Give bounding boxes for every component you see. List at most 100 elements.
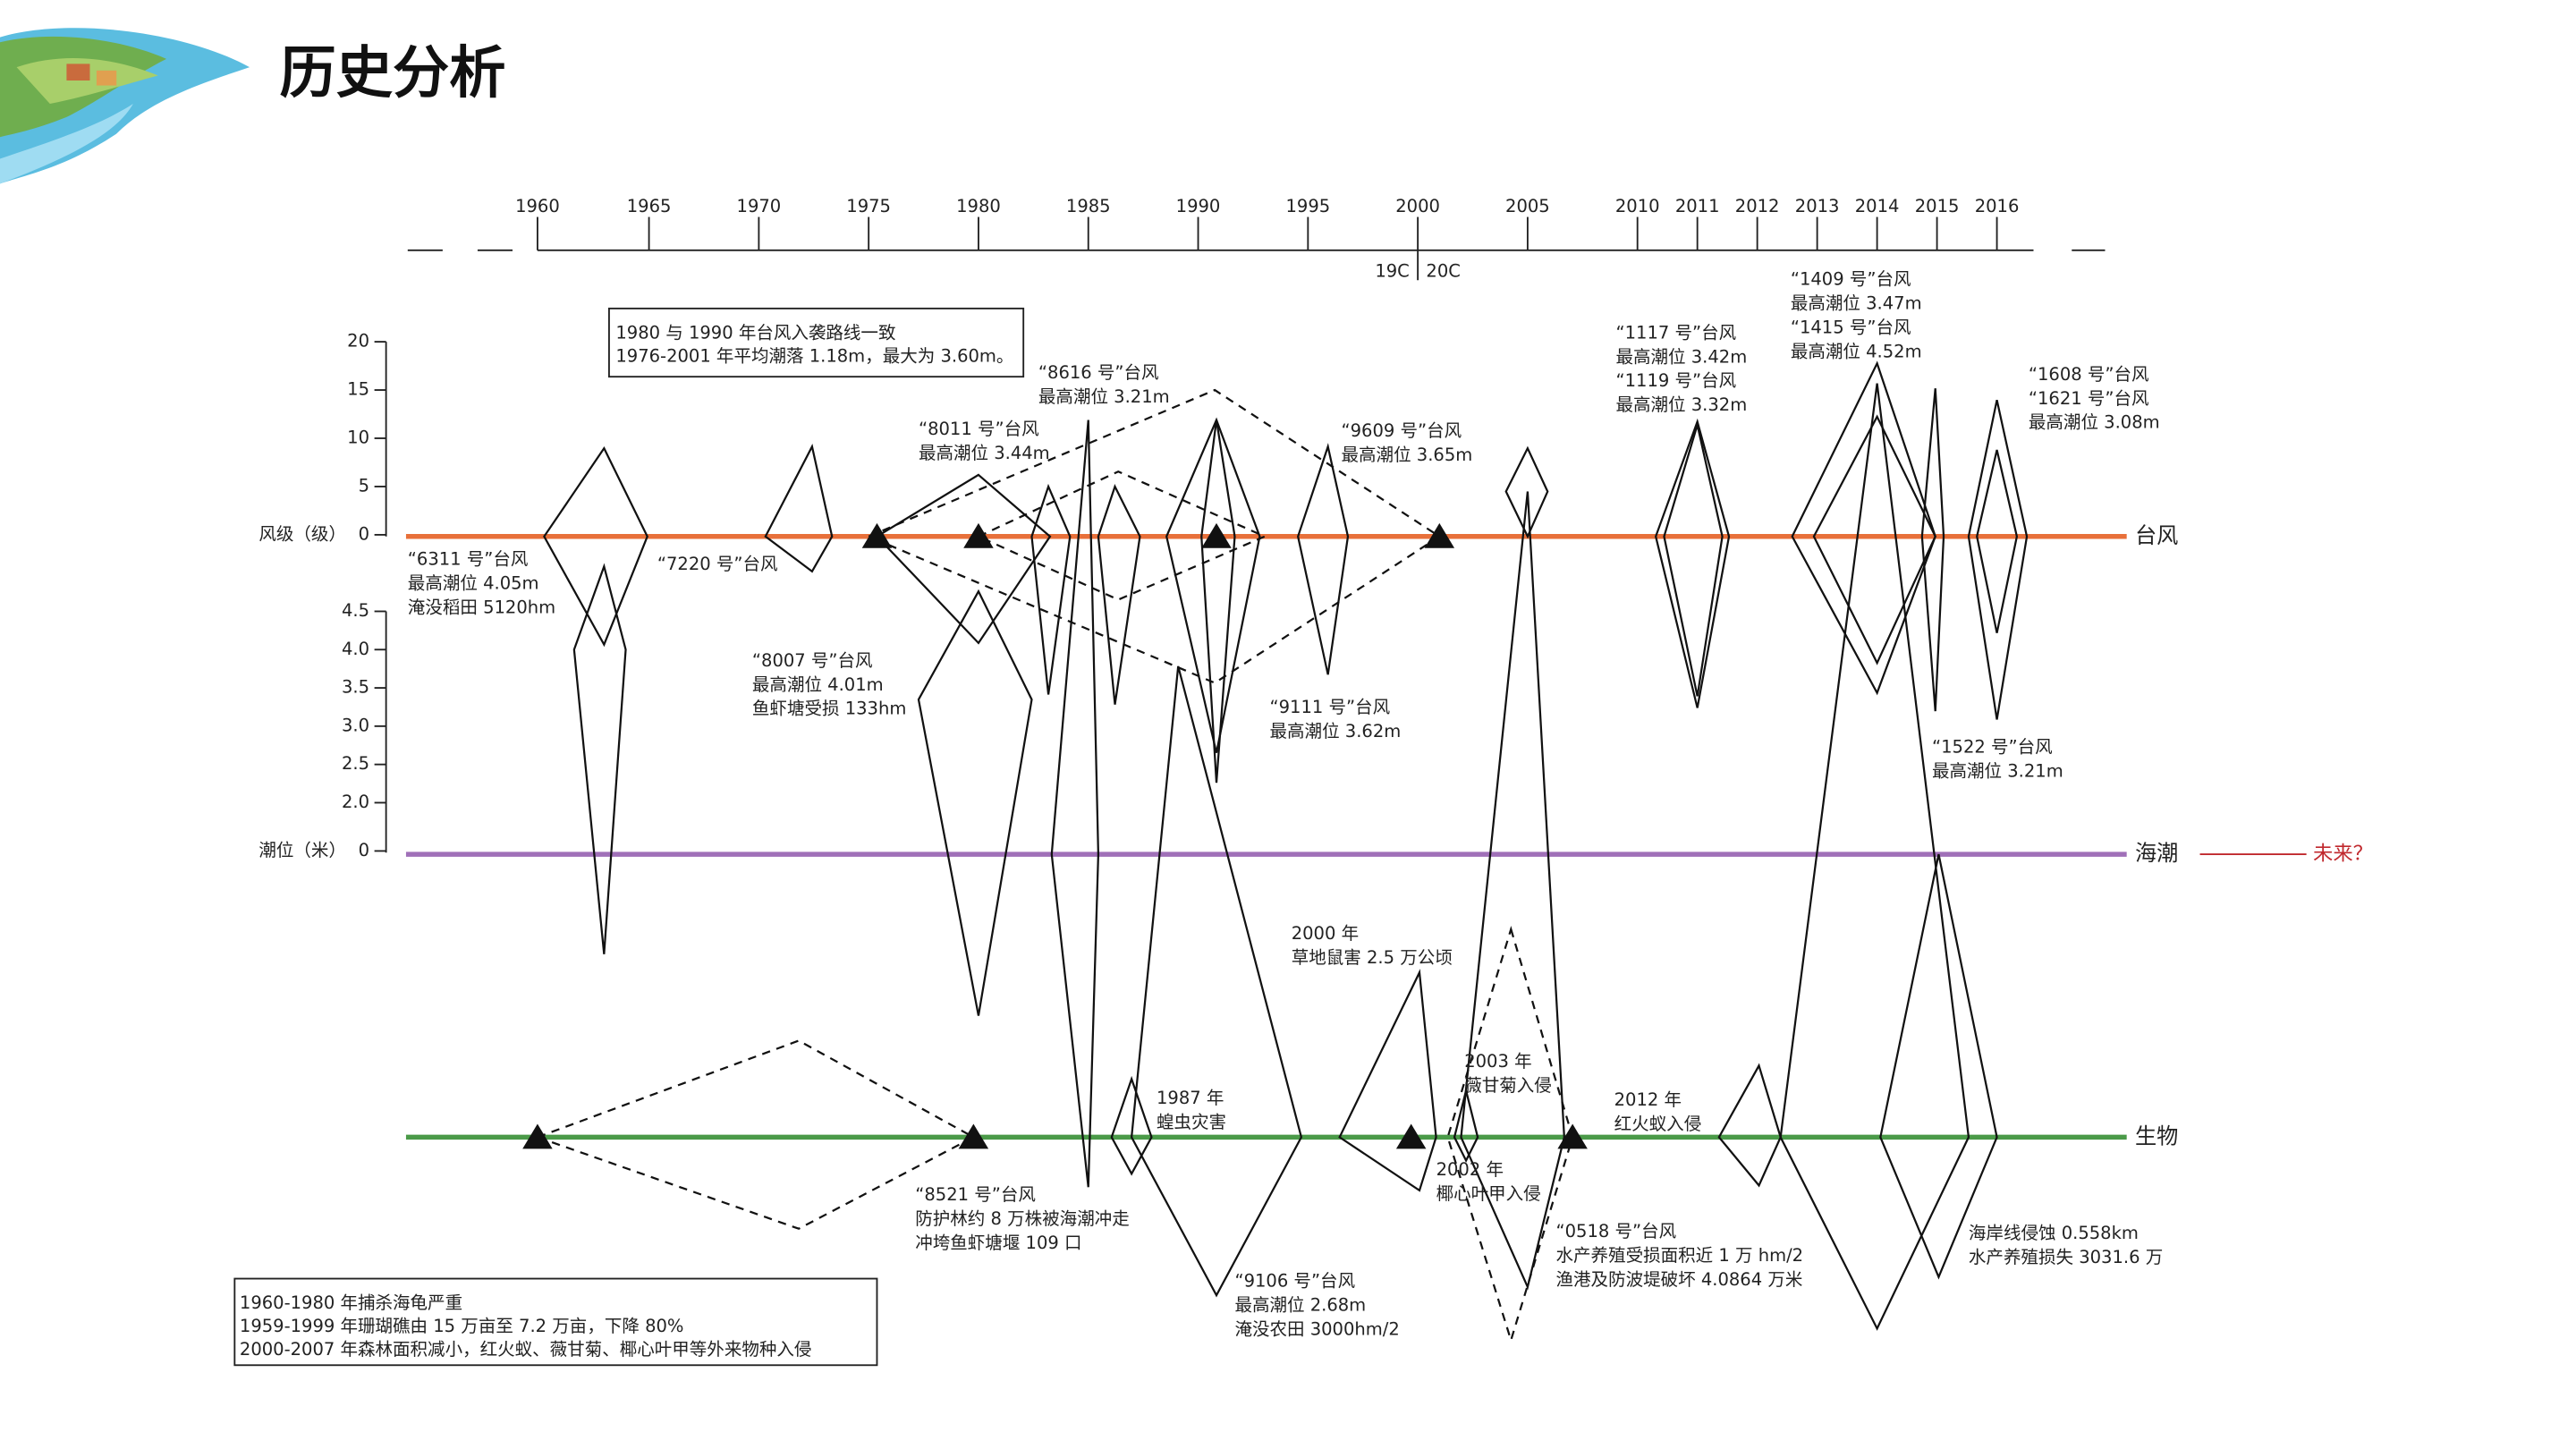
page-title: 历史分析: [280, 39, 506, 106]
event-shape: [1097, 484, 1141, 705]
event-shape: [1779, 383, 1970, 1331]
annotation: “6311 号”台风: [408, 548, 529, 569]
annotation: “8011 号”台风: [919, 419, 1039, 439]
century-label: 20C: [1426, 260, 1460, 281]
note-box: [233, 1277, 878, 1367]
timeline-year: 2005: [1505, 196, 1550, 216]
event-shape: [764, 444, 834, 573]
header-decoration: [0, 28, 250, 184]
event-marker: [963, 522, 994, 548]
note-text: 1959-1999 年珊瑚礁由 15 万亩至 7.2 万亩，下降 80%: [240, 1316, 684, 1336]
timeline-year: 1970: [737, 196, 782, 216]
annotation: “0518 号”台风: [1556, 1221, 1677, 1241]
annotation: “1117 号”台风: [1616, 322, 1737, 343]
event-shape: [1338, 969, 1437, 1192]
timeline-year: 1985: [1066, 196, 1111, 216]
timeline-year: 1975: [846, 196, 891, 216]
event-shape: [917, 589, 1033, 1016]
annotation: 水产养殖受损面积近 1 万 hm/2: [1556, 1245, 1804, 1266]
event-shape: [1920, 388, 1945, 712]
annotation: 2000 年: [1292, 923, 1359, 944]
event-shape: [1717, 1063, 1782, 1188]
timeline-year: 1960: [515, 196, 560, 216]
axis-label: 潮位（米）: [258, 840, 346, 860]
event-shape: [1504, 445, 1549, 539]
annotation: 渔港及防波堤破坏 4.0864 万米: [1556, 1269, 1803, 1290]
annotation: “7220 号”台风: [657, 554, 778, 574]
axis-tick-label: 0: [359, 840, 369, 860]
annotation: “8007 号”台风: [752, 650, 873, 671]
dashed-shape: [866, 388, 1442, 684]
timeline-year: 2010: [1615, 196, 1660, 216]
timeline-year: 2012: [1735, 196, 1780, 216]
event-shape: [1050, 419, 1100, 1188]
note-text: 1976-2001 年平均潮落 1.18m，最大为 3.60m。: [615, 345, 1013, 366]
event-shape: [1030, 483, 1072, 695]
annotation: 2002 年: [1436, 1159, 1504, 1180]
note-text: 1980 与 1990 年台风入袭路线一致: [615, 322, 895, 343]
event-shape: [543, 445, 648, 648]
event-shape: [1130, 665, 1303, 1298]
annotation: “8616 号”台风: [1038, 362, 1159, 383]
annotation: “8521 号”台风: [915, 1184, 1036, 1205]
dashed-shape: [534, 1039, 976, 1230]
event-marker: [522, 1123, 553, 1149]
event-shape: [1654, 418, 1731, 708]
annotation: “1522 号”台风: [1932, 737, 2053, 758]
timeline-year: 2015: [1915, 196, 1960, 216]
annotation: “1621 号”台风: [2029, 388, 2149, 409]
timeline-year: 2013: [1795, 196, 1840, 216]
timeline-year: 2014: [1855, 196, 1900, 216]
event-shape: [1879, 853, 1998, 1280]
timeline-year: 1990: [1176, 196, 1221, 216]
event-shape: [1110, 1075, 1153, 1176]
annotation: 冲垮鱼虾塘堰 109 口: [915, 1233, 1081, 1253]
future-label: 未来？: [2313, 843, 2373, 866]
annotation: 最高潮位 3.08m: [2029, 412, 2160, 433]
event-shape: [875, 473, 1052, 645]
axis-tick-label: 20: [347, 331, 369, 352]
annotation: 2003 年: [1464, 1051, 1531, 1072]
axis-tick-label: 4.0: [342, 639, 369, 659]
timeline-year: 1995: [1285, 196, 1330, 216]
annotation: 防护林约 8 万株被海潮冲走: [915, 1208, 1130, 1229]
event-shape: [1967, 399, 2029, 720]
annotation: 最高潮位 3.21m: [1038, 386, 1170, 407]
annotation: 水产养殖损失 3031.6 万: [1969, 1247, 2163, 1267]
century-label: 19C: [1375, 260, 1409, 281]
timeline-year: 2011: [1675, 196, 1720, 216]
annotation: “1415 号”台风: [1791, 318, 1911, 338]
event-shape: [1460, 491, 1565, 1291]
annotation: 最高潮位 3.42m: [1616, 346, 1748, 367]
timeline-year: 2016: [1975, 196, 2020, 216]
annotation: 淹没稻田 5120hm: [408, 597, 555, 617]
axis-tick-label: 3.5: [342, 677, 369, 698]
lane-label: 生物: [2135, 1123, 2178, 1148]
timeline-year: 2000: [1395, 196, 1440, 216]
timeline-year: 1980: [956, 196, 1001, 216]
annotation: 最高潮位 4.01m: [752, 674, 884, 695]
annotation: 鱼虾塘受损 133hm: [752, 699, 906, 719]
axis-tick-label: 10: [347, 428, 369, 448]
note-box: [608, 307, 1025, 378]
lane-label: 台风: [2135, 523, 2178, 548]
timeline-year: 1965: [627, 196, 672, 216]
event-marker: [861, 522, 893, 548]
annotation: “9106 号”台风: [1234, 1271, 1355, 1292]
axis-tick-label: 2.5: [342, 753, 369, 774]
annotation: 红火蚁入侵: [1614, 1114, 1702, 1134]
annotation: 蝗虫灾害: [1157, 1112, 1226, 1132]
event-shape: [1663, 420, 1724, 697]
annotation: 1987 年: [1157, 1088, 1224, 1108]
axis-tick-label: 0: [359, 523, 369, 544]
annotation: 薇甘菊入侵: [1464, 1075, 1552, 1096]
annotation: 最高潮位 3.21m: [1932, 761, 2063, 782]
event-marker: [958, 1123, 989, 1149]
event-shape: [572, 563, 627, 954]
annotation: 2012 年: [1614, 1089, 1682, 1110]
annotation: 最高潮位 2.68m: [1234, 1295, 1366, 1316]
event-shape: [1297, 443, 1350, 675]
event-shape: [1976, 449, 2019, 633]
event-marker: [1395, 1123, 1427, 1149]
